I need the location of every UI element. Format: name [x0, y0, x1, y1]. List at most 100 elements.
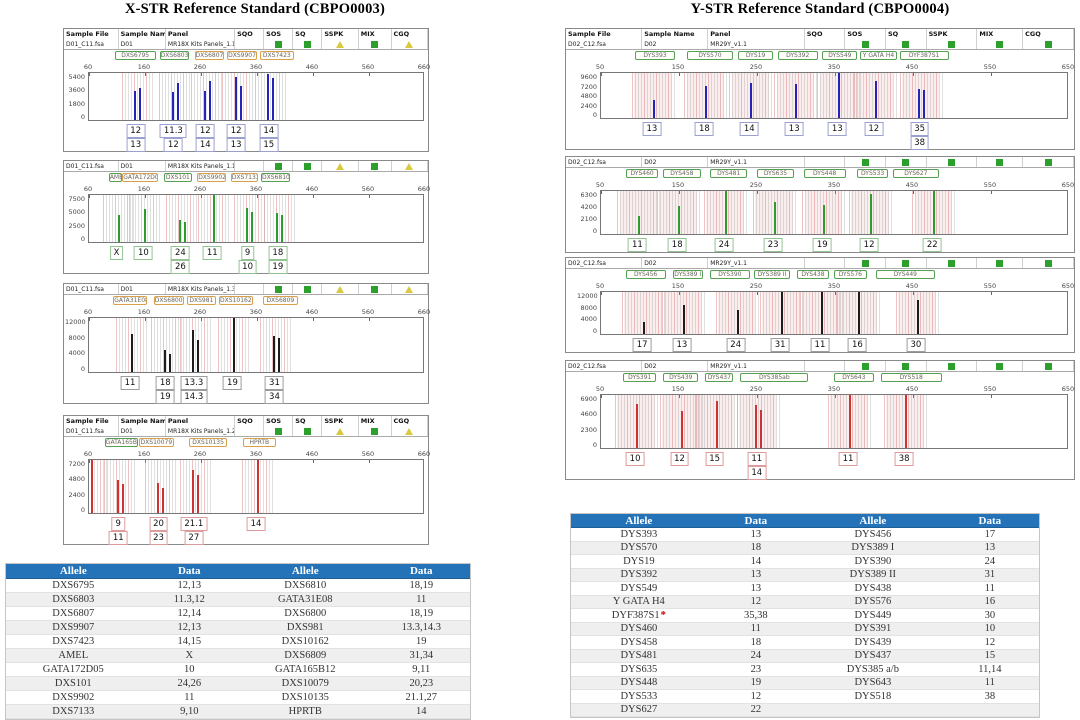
bin-stripe — [284, 73, 286, 120]
sample-sample_name: D01 — [119, 161, 166, 171]
y-axis-tick-label: 2500 — [68, 221, 85, 230]
bin-stripe — [242, 460, 243, 513]
bin-stripe — [884, 395, 886, 448]
marker-label: DXS6795 — [114, 51, 156, 60]
quality-flag-green-square-icon — [902, 158, 910, 166]
y-axis-tick-label: 9600 — [580, 73, 597, 81]
bin-stripe — [718, 292, 720, 334]
bin-stripe — [209, 460, 211, 513]
bin-stripe — [694, 395, 696, 448]
marker-label: AMEL — [108, 173, 122, 182]
bin-stripe — [269, 318, 271, 372]
x-axis-tick-label: 50 — [595, 63, 605, 71]
bin-stripe — [816, 73, 818, 118]
bin-stripe — [617, 191, 619, 234]
bin-stripe — [849, 191, 851, 234]
bin-stripe — [673, 292, 675, 334]
quality-flag-cell — [927, 39, 978, 49]
x-axis-tick-label: 60 — [83, 308, 93, 316]
quality-flag-cell — [886, 361, 927, 371]
bin-stripe — [771, 191, 773, 234]
bin-stripe — [862, 73, 864, 118]
marker-label: DYS576 — [834, 270, 867, 279]
bin-stripe — [727, 292, 729, 334]
bin-stripe — [808, 292, 810, 334]
bin-stripe — [201, 195, 203, 242]
bin-stripe — [699, 191, 701, 234]
peak — [774, 201, 777, 234]
bin-stripe — [690, 73, 692, 118]
panel-sample-row: D02_C12.fsa D02 MR29Y_v1.1 — [566, 361, 1074, 372]
quality-flag-cell — [977, 157, 1024, 167]
bin-stripe — [775, 395, 777, 448]
allele-call-box: 30 — [906, 338, 926, 352]
panel-sample-row: D01_C11.fsa D01 MR18X Kits Panels_1.2 — [64, 426, 428, 437]
bin-stripe — [820, 191, 822, 234]
peak — [234, 76, 237, 120]
table-cell: 11 — [984, 582, 995, 594]
axis-tick — [313, 318, 314, 321]
allele-call-box: 24 — [726, 338, 746, 352]
bin-stripe — [700, 292, 702, 334]
bin-stripe — [765, 191, 767, 234]
table-cell: DYF387S1 * — [611, 609, 666, 621]
bin-stripe — [620, 191, 622, 234]
table-cell — [805, 704, 941, 717]
axis-tick — [145, 195, 146, 198]
bin-stripe — [923, 395, 925, 448]
bin-stripe — [639, 395, 641, 448]
marker-label: DYS570 — [686, 51, 734, 60]
bin-stripe — [196, 195, 198, 242]
bin-stripe — [647, 191, 649, 234]
axis-tick — [835, 191, 836, 194]
bin-stripe — [151, 73, 153, 120]
bin-stripe — [840, 292, 842, 334]
table-cell: DYS570 — [620, 542, 658, 554]
axis-tick — [601, 395, 602, 398]
bin-stripe — [224, 318, 226, 372]
table-header-cell: Allele — [59, 565, 87, 577]
x-axis-tick-label: 160 — [137, 63, 151, 71]
bin-stripe — [733, 292, 735, 334]
bin-stripe — [165, 460, 167, 513]
quality-flag-cell — [392, 284, 428, 294]
bin-stripe — [94, 460, 96, 513]
table-cell: 13 — [984, 542, 996, 554]
bin-stripe — [142, 73, 144, 120]
x-axis-tick-label: 150 — [671, 63, 685, 71]
bin-stripe — [669, 191, 671, 234]
quality-flag-yellow-triangle-icon — [336, 40, 345, 48]
bin-stripe — [826, 73, 828, 118]
bin-stripe — [879, 191, 881, 234]
quality-flag-yellow-triangle-icon — [405, 40, 414, 48]
marker-label: GATA172D05 — [122, 173, 158, 182]
quality-flag-cell — [359, 161, 392, 171]
marker-label: DXS10079 — [138, 438, 174, 447]
bin-stripe — [624, 395, 626, 448]
bin-stripe — [225, 195, 227, 242]
allele-call-box: 24 — [714, 238, 734, 252]
peak — [905, 395, 908, 448]
allele-call-box: 11 — [838, 452, 858, 466]
bin-stripe — [182, 318, 184, 372]
peak — [203, 90, 206, 120]
bin-stripe — [230, 318, 232, 372]
marker-label: GATA165B12 — [104, 438, 139, 447]
bin-stripe — [222, 195, 224, 242]
axis-tick — [201, 195, 202, 198]
marker-label: DXS6803 — [159, 51, 190, 60]
bin-stripe — [811, 191, 813, 234]
peak — [725, 191, 728, 234]
table-row: DYS549 13 DYS438 11 — [571, 582, 1039, 596]
quality-flag-green-square-icon — [996, 40, 1004, 48]
quality-flag-green-square-icon — [274, 285, 282, 293]
axis-tick — [145, 73, 146, 76]
peak — [272, 78, 275, 120]
sample-sample_file: D02_C12.fsa — [566, 258, 643, 268]
x-axis-tick-label: 650 — [1061, 385, 1075, 393]
bin-stripe — [885, 191, 887, 234]
bin-stripe — [677, 395, 679, 448]
panel-sample-row: D01_C11.fsa D01 MR18X Kits Panels_1.1 — [64, 161, 428, 172]
peak — [257, 460, 259, 513]
